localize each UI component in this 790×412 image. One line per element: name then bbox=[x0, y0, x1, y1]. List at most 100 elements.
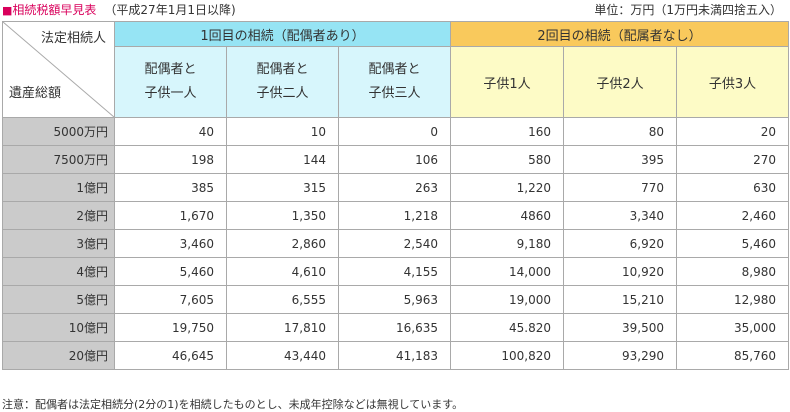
table-row: 4億円 5,460 4,610 4,155 14,000 10,920 8,980 bbox=[2, 257, 789, 286]
tax-amount-cell: 4,155 bbox=[338, 257, 451, 286]
tax-amount-cell: 14,000 bbox=[450, 257, 564, 286]
tax-amount-cell: 19,750 bbox=[114, 313, 227, 342]
row-header-estate-amount: 5000万円 bbox=[2, 117, 115, 146]
tax-amount-cell: 5,460 bbox=[676, 229, 789, 258]
footnote: 注意：配偶者は法定相続分(2分の1)を相続したものとし、未成年控除などは無視して… bbox=[2, 398, 464, 411]
tax-amount-cell: 40 bbox=[114, 117, 227, 146]
column-header-line: 子供2人 bbox=[596, 76, 644, 92]
square-bullet-icon: ■ bbox=[2, 4, 13, 17]
column-header: 配偶者と 子供一人 bbox=[114, 46, 227, 118]
corner-header-cell: 法定相続人 遺産総額 bbox=[2, 21, 115, 118]
unit-note: 単位：万円（1万円未満四捨五入） bbox=[594, 3, 782, 17]
tax-amount-cell: 270 bbox=[676, 145, 789, 174]
tax-amount-cell: 43,440 bbox=[226, 341, 339, 370]
row-header-estate-amount: 5億円 bbox=[2, 285, 115, 314]
column-header-line: 子供三人 bbox=[368, 86, 421, 101]
tax-amount-cell: 46,645 bbox=[114, 341, 227, 370]
table-row: 20億円 46,645 43,440 41,183 100,820 93,290 85,76… bbox=[2, 341, 789, 370]
tax-amount-cell: 16,635 bbox=[338, 313, 451, 342]
table-row: 7500万円 198 144 106 580 395 270 bbox=[2, 145, 789, 174]
tax-amount-cell: 100,820 bbox=[450, 341, 564, 370]
tax-amount-cell: 2,860 bbox=[226, 229, 339, 258]
column-header-line: 子供1人 bbox=[483, 76, 531, 92]
tax-amount-cell: 0 bbox=[338, 117, 451, 146]
column-header-line: 配偶者と bbox=[368, 62, 421, 77]
column-header: 子供2人 bbox=[563, 46, 677, 118]
tax-amount-cell: 19,000 bbox=[450, 285, 564, 314]
row-header-estate-amount: 1億円 bbox=[2, 173, 115, 202]
column-header-line: 子供一人 bbox=[144, 86, 197, 101]
tax-amount-cell: 12,980 bbox=[676, 285, 789, 314]
inheritance-tax-table: 法定相続人 遺産総額 1回目の相続（配偶者あり） 2回目の相続（配属者なし） 配… bbox=[2, 21, 789, 370]
tax-amount-cell: 1,220 bbox=[450, 173, 564, 202]
tax-amount-cell: 8,980 bbox=[676, 257, 789, 286]
table-row: 2億円 1,670 1,350 1,218 4860 3,340 2,460 bbox=[2, 201, 789, 230]
tax-amount-cell: 85,760 bbox=[676, 341, 789, 370]
tax-amount-cell: 39,500 bbox=[563, 313, 677, 342]
tax-amount-cell: 2,540 bbox=[338, 229, 451, 258]
tax-amount-cell: 5,460 bbox=[114, 257, 227, 286]
legal-heirs-label: 法定相続人 bbox=[40, 31, 106, 46]
row-header-estate-amount: 10億円 bbox=[2, 313, 115, 342]
tax-amount-cell: 45.820 bbox=[450, 313, 564, 342]
column-header-row: 配偶者と 子供一人 配偶者と 子供二人 配偶者と 子供三人 子供1人 子供2人 子供3人 bbox=[3, 46, 789, 118]
column-header-line: 子供3人 bbox=[708, 76, 757, 92]
tax-amount-cell: 6,555 bbox=[226, 285, 339, 314]
tax-amount-cell: 2,460 bbox=[676, 201, 789, 230]
tax-amount-cell: 1,218 bbox=[338, 201, 451, 230]
table-row: 1億円 385 315 263 1,220 770 630 bbox=[2, 173, 789, 202]
tax-amount-cell: 580 bbox=[450, 145, 564, 174]
row-header-estate-amount: 3億円 bbox=[2, 229, 115, 258]
title-text: 相続税額早見表 bbox=[12, 3, 97, 17]
group-header-first-inheritance: 1回目の相続（配偶者あり） bbox=[114, 21, 451, 47]
row-header-estate-amount: 7500万円 bbox=[2, 145, 115, 174]
row-header-estate-amount: 4億円 bbox=[2, 257, 115, 286]
estate-total-label: 遺産総額 bbox=[9, 86, 62, 101]
tax-amount-cell: 198 bbox=[114, 145, 227, 174]
table-body: 5000万円 40 10 0 160 80 20 7500万円 198 144 106 580 395 2… bbox=[2, 117, 789, 370]
tax-amount-cell: 4860 bbox=[450, 201, 564, 230]
tax-amount-cell: 160 bbox=[450, 117, 564, 146]
tax-amount-cell: 93,290 bbox=[563, 341, 677, 370]
column-header: 配偶者と 子供二人 bbox=[226, 46, 339, 118]
column-header: 配偶者と 子供三人 bbox=[338, 46, 451, 118]
tax-amount-cell: 106 bbox=[338, 145, 451, 174]
tax-amount-cell: 630 bbox=[676, 173, 789, 202]
title-subtitle: （平成27年1月1日以降) bbox=[104, 3, 236, 17]
tax-amount-cell: 9,180 bbox=[450, 229, 564, 258]
page-title: ■相続税額早見表 （平成27年1月1日以降) bbox=[2, 1, 236, 18]
tax-amount-cell: 315 bbox=[226, 173, 339, 202]
tax-amount-cell: 7,605 bbox=[114, 285, 227, 314]
diagonal-line bbox=[3, 22, 114, 117]
tax-amount-cell: 3,340 bbox=[563, 201, 677, 230]
table-row: 3億円 3,460 2,860 2,540 9,180 6,920 5,460 bbox=[2, 229, 789, 258]
table-row: 10億円 19,750 17,810 16,635 45.820 39,500 35,000 bbox=[2, 313, 789, 342]
tax-amount-cell: 1,670 bbox=[114, 201, 227, 230]
header-bar: ■相続税額早見表 （平成27年1月1日以降) 単位：万円（1万円未満四捨五入） bbox=[2, 0, 788, 20]
column-header-line: 配偶者と bbox=[144, 62, 197, 77]
table-row: 5億円 7,605 6,555 5,963 19,000 15,210 12,980 bbox=[2, 285, 789, 314]
tax-amount-cell: 1,350 bbox=[226, 201, 339, 230]
row-header-estate-amount: 20億円 bbox=[2, 341, 115, 370]
group-header-second-inheritance: 2回目の相続（配属者なし） bbox=[450, 21, 789, 47]
column-header: 子供3人 bbox=[676, 46, 789, 118]
tax-amount-cell: 263 bbox=[338, 173, 451, 202]
table-row: 5000万円 40 10 0 160 80 20 bbox=[2, 117, 789, 146]
column-header: 子供1人 bbox=[450, 46, 564, 118]
tax-amount-cell: 15,210 bbox=[563, 285, 677, 314]
column-header-line: 配偶者と bbox=[256, 62, 309, 77]
tax-amount-cell: 395 bbox=[563, 145, 677, 174]
column-header-line: 子供二人 bbox=[256, 86, 309, 101]
tax-amount-cell: 80 bbox=[563, 117, 677, 146]
tax-amount-cell: 144 bbox=[226, 145, 339, 174]
tax-amount-cell: 35,000 bbox=[676, 313, 789, 342]
tax-amount-cell: 20 bbox=[676, 117, 789, 146]
tax-amount-cell: 770 bbox=[563, 173, 677, 202]
tax-amount-cell: 3,460 bbox=[114, 229, 227, 258]
tax-amount-cell: 4,610 bbox=[226, 257, 339, 286]
tax-amount-cell: 17,810 bbox=[226, 313, 339, 342]
tax-amount-cell: 10 bbox=[226, 117, 339, 146]
tax-amount-cell: 41,183 bbox=[338, 341, 451, 370]
tax-amount-cell: 10,920 bbox=[563, 257, 677, 286]
tax-amount-cell: 385 bbox=[114, 173, 227, 202]
